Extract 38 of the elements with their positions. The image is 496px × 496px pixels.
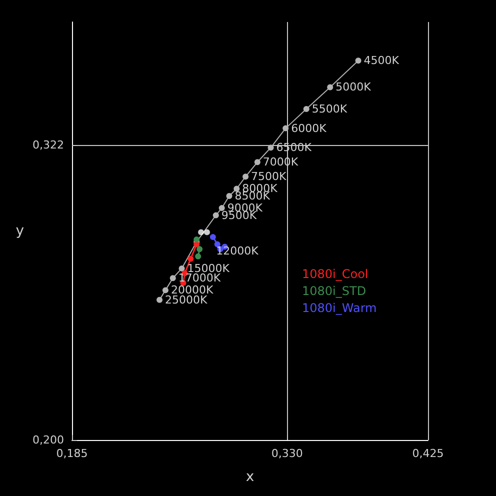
y-tick-label: 0,322 xyxy=(32,138,64,152)
point xyxy=(210,234,216,240)
point xyxy=(198,229,204,236)
x-axis-title: x xyxy=(246,469,254,485)
point xyxy=(268,144,274,151)
point xyxy=(178,265,185,272)
annotation: 5000K xyxy=(336,80,372,94)
text: 1080i_Warm xyxy=(302,301,377,315)
point xyxy=(196,246,203,252)
x-tick-label: 0,330 xyxy=(271,447,303,460)
point xyxy=(282,125,289,132)
point xyxy=(195,253,202,260)
x-tick-label: 0,185 xyxy=(56,447,88,460)
text: 1080i_STD xyxy=(302,284,366,298)
x-tick-label: 0,425 xyxy=(412,447,444,460)
point xyxy=(188,256,194,262)
y-axis-title: y xyxy=(16,223,24,239)
point xyxy=(355,58,362,64)
annotation: 5500K xyxy=(312,102,348,116)
point xyxy=(226,192,232,199)
y-tick-label: 0,200 xyxy=(32,434,64,446)
annotation: 4500K xyxy=(364,54,400,68)
point xyxy=(170,275,176,282)
point xyxy=(254,159,260,166)
point xyxy=(303,106,310,112)
annotation: 15000K xyxy=(187,262,230,275)
point xyxy=(162,287,168,294)
point xyxy=(156,296,163,303)
point xyxy=(218,205,225,212)
point xyxy=(204,229,210,236)
annotation: 12000K xyxy=(216,244,260,258)
annotation: 6000K xyxy=(291,122,328,135)
point xyxy=(327,84,334,90)
point xyxy=(212,212,219,218)
point xyxy=(242,174,249,180)
text: 1080i_Cool xyxy=(302,267,368,281)
annotation: 7500K xyxy=(251,170,288,184)
point xyxy=(194,236,200,242)
